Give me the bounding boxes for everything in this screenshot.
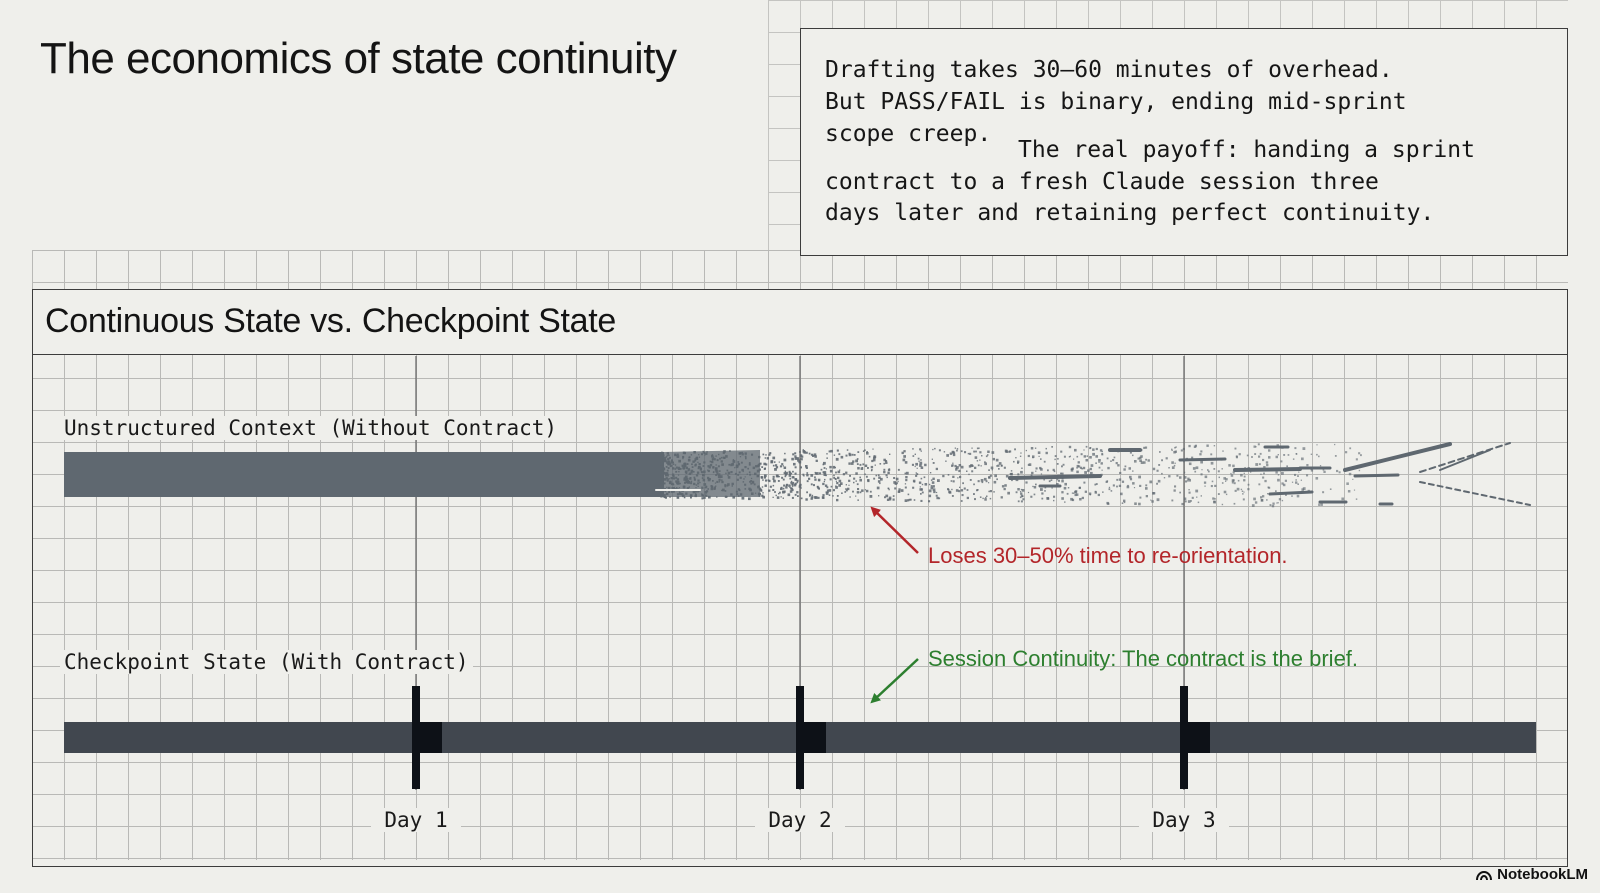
overhead-note-box: Drafting takes 30–60 minutes of overhead… — [800, 28, 1568, 256]
day-2-label: Day 2 — [755, 808, 845, 832]
note-line-5: contract to a fresh Claude session three — [825, 169, 1379, 195]
day-3-label: Day 3 — [1139, 808, 1229, 832]
continuity-arrow — [870, 658, 919, 704]
note-line-2: But PASS/FAIL is binary, ending mid-spri… — [825, 89, 1407, 115]
day-1-label: Day 1 — [371, 808, 461, 832]
notebooklm-logo-icon — [1476, 870, 1493, 880]
unstructured-solid-bar — [64, 452, 664, 497]
dissolving-context-particles — [660, 443, 1362, 508]
day-1-checkpoint-marker — [412, 686, 420, 789]
day-2-checkpoint-marker — [796, 686, 804, 789]
unstructured-context-label: Unstructured Context (Without Contract) — [60, 416, 562, 440]
loss-arrow — [870, 506, 919, 554]
dissolving-context-streaks — [655, 442, 1531, 506]
panel-title: Continuous State vs. Checkpoint State — [45, 302, 617, 340]
day-1-checkpoint — [412, 686, 442, 789]
checkpoint-state-label: Checkpoint State (With Contract) — [60, 650, 473, 674]
notebooklm-branding: NotebookLM — [1476, 866, 1588, 883]
loss-annotation: Loses 30–50% time to re-orientation. — [928, 543, 1288, 568]
unstructured-fade-start — [664, 450, 760, 497]
note-line-6: days later and retaining perfect continu… — [825, 200, 1435, 226]
note-line-4: The real payoff: handing a sprint — [1018, 137, 1475, 163]
day-3-checkpoint-marker — [1180, 686, 1188, 789]
continuity-annotation: Session Continuity: The contract is the … — [928, 646, 1359, 671]
note-line-3: scope creep. — [825, 121, 992, 147]
page-title: The economics of state continuity — [40, 34, 677, 83]
unstructured-context-bar — [64, 442, 1531, 508]
comparison-panel-header: Continuous State vs. Checkpoint State — [32, 289, 1568, 355]
note-line-1: Drafting takes 30–60 minutes of overhead… — [825, 57, 1393, 83]
day-2-checkpoint — [796, 686, 826, 789]
branding-name: NotebookLM — [1497, 866, 1588, 883]
day-3-checkpoint — [1180, 686, 1210, 789]
